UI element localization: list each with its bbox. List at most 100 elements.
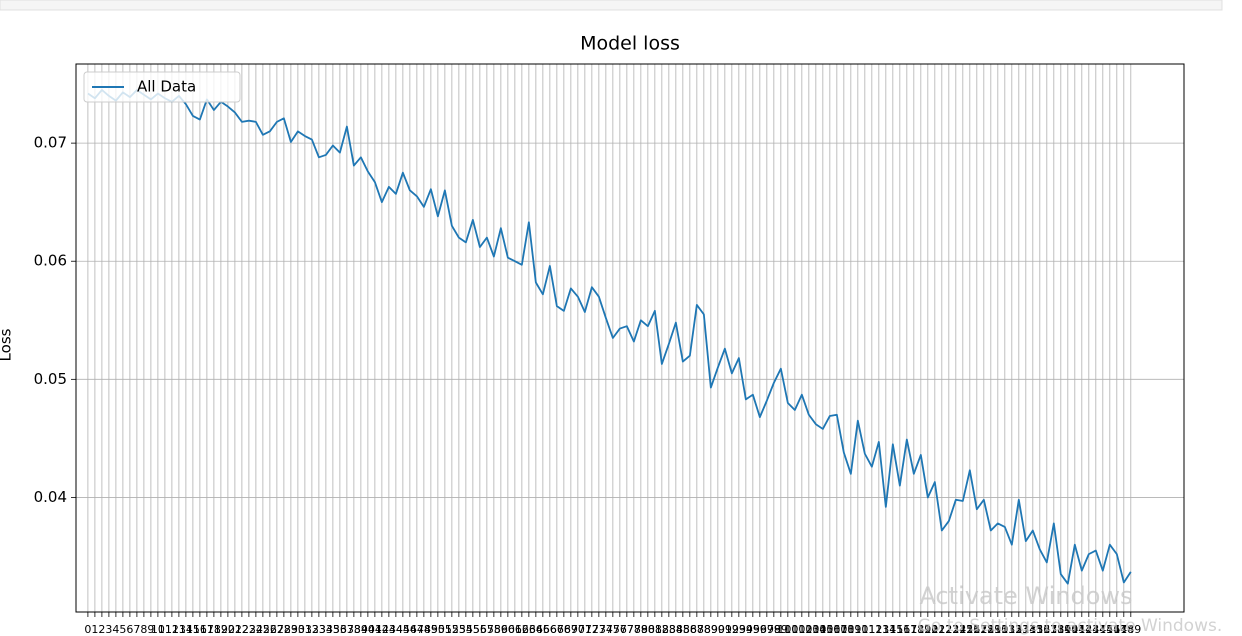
x-tick-label: 59 <box>494 623 508 636</box>
x-tick-label: 147 <box>1106 623 1127 636</box>
x-tick-label: 35 <box>326 623 340 636</box>
x-tick-label: 135 <box>1022 623 1043 636</box>
x-tick-label: 134 <box>1015 623 1036 636</box>
x-tick-label: 105 <box>812 623 833 636</box>
x-tick-label: 53 <box>452 623 466 636</box>
x-tick-label: 119 <box>910 623 931 636</box>
x-tick-label: 133 <box>1008 623 1029 636</box>
x-tick-label: 4 <box>112 623 119 636</box>
watermark-subtitle: Go to Settings to activate Windows. <box>918 616 1223 636</box>
x-tick-label: 67 <box>550 623 564 636</box>
x-tick-label: 32 <box>305 623 319 636</box>
watermark-title: Activate Windows <box>919 582 1132 610</box>
x-tick-label: 106 <box>819 623 840 636</box>
x-tick-label: 2 <box>98 623 105 636</box>
x-tick-label: 112 <box>861 623 882 636</box>
x-tick-label: 69 <box>564 623 578 636</box>
x-tick-label: 25 <box>256 623 270 636</box>
x-tick-label: 109 <box>840 623 861 636</box>
x-tick-label: 11 <box>158 623 172 636</box>
x-tick-label: 28 <box>277 623 291 636</box>
y-tick-label: 0.06 <box>34 252 67 270</box>
x-tick-label: 42 <box>375 623 389 636</box>
x-tick-label: 122 <box>931 623 952 636</box>
x-tick-label: 124 <box>945 623 966 636</box>
x-tick-label: 111 <box>854 623 875 636</box>
x-tick-label: 13 <box>172 623 186 636</box>
x-tick-label: 95 <box>746 623 760 636</box>
x-tick-label: 24 <box>249 623 263 636</box>
x-tick-label: 114 <box>875 623 896 636</box>
x-tick-label: 85 <box>676 623 690 636</box>
x-tick-label: 101 <box>784 623 805 636</box>
x-tick-label: 70 <box>571 623 585 636</box>
x-tick-label: 55 <box>466 623 480 636</box>
x-tick-label: 77 <box>620 623 634 636</box>
x-tick-label: 5 <box>119 623 126 636</box>
x-tick-label: 33 <box>312 623 326 636</box>
x-tick-label: 144 <box>1085 623 1106 636</box>
x-tick-label: 26 <box>263 623 277 636</box>
x-tick-label: 118 <box>903 623 924 636</box>
x-tick-label: 18 <box>207 623 221 636</box>
x-tick-label: 30 <box>291 623 305 636</box>
x-tick-label: 86 <box>683 623 697 636</box>
x-tick-label: 47 <box>410 623 424 636</box>
x-tick-label: 20 <box>221 623 235 636</box>
x-tick-label: 121 <box>924 623 945 636</box>
x-tick-label: 73 <box>592 623 606 636</box>
x-tick-label: 65 <box>536 623 550 636</box>
x-tick-label: 16 <box>193 623 207 636</box>
x-tick-label: 46 <box>403 623 417 636</box>
x-tick-label: 9 <box>147 623 154 636</box>
x-tick-label: 52 <box>445 623 459 636</box>
x-tick-label: 71 <box>578 623 592 636</box>
x-tick-label: 51 <box>438 623 452 636</box>
x-tick-label: 94 <box>739 623 753 636</box>
x-tick-label: 139 <box>1050 623 1071 636</box>
x-tick-label: 89 <box>704 623 718 636</box>
x-tick-label: 88 <box>697 623 711 636</box>
x-tick-label: 75 <box>606 623 620 636</box>
x-tick-label: 74 <box>599 623 613 636</box>
x-tick-label: 45 <box>396 623 410 636</box>
x-tick-label: 91 <box>718 623 732 636</box>
x-tick-label: 131 <box>994 623 1015 636</box>
x-tick-label: 19 <box>214 623 228 636</box>
x-tick-label: 115 <box>882 623 903 636</box>
x-tick-label: 39 <box>354 623 368 636</box>
x-tick-label: 79 <box>634 623 648 636</box>
x-tick-label: 22 <box>235 623 249 636</box>
x-tick-label: 140 <box>1057 623 1078 636</box>
x-tick-label: 78 <box>627 623 641 636</box>
x-tick-label: 63 <box>522 623 536 636</box>
y-tick-label: 0.04 <box>34 488 67 506</box>
x-tick-label: 60 <box>501 623 515 636</box>
x-tick-label: 146 <box>1099 623 1120 636</box>
x-tick-label: 98 <box>767 623 781 636</box>
x-tick-label: 97 <box>760 623 774 636</box>
x-tick-label: 127 <box>966 623 987 636</box>
x-tick-label: 137 <box>1036 623 1057 636</box>
loss-line <box>87 89 1132 585</box>
x-tick-label: 125 <box>952 623 973 636</box>
x-tick-label: 149 <box>1120 623 1141 636</box>
x-tick-label: 21 <box>228 623 242 636</box>
x-tick-label: 0 <box>84 623 91 636</box>
x-tick-label: 64 <box>529 623 543 636</box>
x-tick-label: 81 <box>648 623 662 636</box>
x-tick-label: 138 <box>1043 623 1064 636</box>
x-tick-label: 23 <box>242 623 256 636</box>
x-tick-label: 99 <box>774 623 788 636</box>
x-tick-label: 80 <box>641 623 655 636</box>
legend-label: All Data <box>137 78 196 96</box>
x-tick-label: 108 <box>833 623 854 636</box>
x-tick-label: 50 <box>431 623 445 636</box>
x-tick-label: 110 <box>847 623 868 636</box>
x-tick-label: 123 <box>938 623 959 636</box>
x-tick-label: 54 <box>459 623 473 636</box>
x-tick-label: 37 <box>340 623 354 636</box>
x-tick-label: 14 <box>179 623 193 636</box>
